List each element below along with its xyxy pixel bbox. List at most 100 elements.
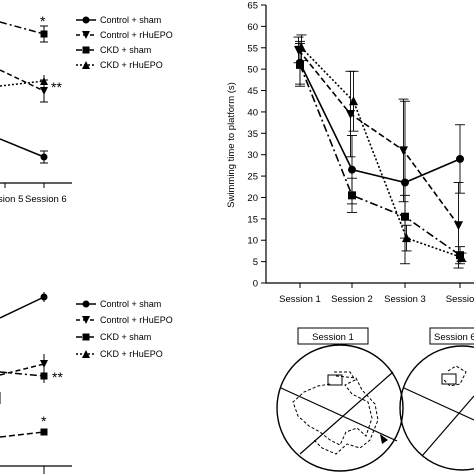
left-bottom-series-line-control-sham — [0, 296, 45, 319]
right-top-axes: 0 5 10 15 20 25 30 35 40 45 50 55 60 65 Session 1 Sessi… — [247, 1, 474, 305]
right-top-series — [293, 34, 467, 269]
legend-label: Control + sham — [100, 299, 161, 309]
x-tick-label: Session 2 — [331, 294, 373, 305]
left-bottom-series-line-ckd-sham — [0, 371, 45, 377]
data-point-ckd-rhuepo — [402, 233, 411, 243]
swim-paths: Session 1 Session 6 — [276, 327, 474, 472]
left-bottom-legend: Control + sham Control + rHuEPO CKD + sh… — [76, 299, 173, 359]
y-tick-label: 25 — [247, 172, 258, 183]
swim-trajectory — [292, 371, 373, 446]
left-top-annotation-double: ** — [51, 79, 62, 95]
data-point-control-sham — [401, 178, 409, 187]
data-point-ckd-rhuepo — [349, 96, 358, 106]
legend-marker-triangle-up — [82, 61, 90, 69]
legend-marker-triangle-down — [82, 31, 90, 39]
legend-marker-circle — [82, 300, 90, 308]
y-axis-label: Swimming time to platform (s) — [226, 82, 237, 208]
y-tick-label: 10 — [247, 236, 258, 247]
legend-label: Control + rHuEPO — [100, 30, 173, 40]
left-top-series-line-control-rhuepo — [0, 69, 45, 92]
y-tick-label: 5 — [253, 257, 258, 268]
legend-marker-square — [82, 333, 90, 341]
left-top-series-line-control-sham — [0, 138, 45, 158]
swim-trajectory — [313, 375, 379, 455]
swim-path-label: Session 6 — [434, 332, 474, 343]
swim-path-label-box — [297, 327, 369, 345]
series-line-ckd-sham — [299, 64, 461, 256]
left-bottom-point-ckd-rhuepo — [40, 428, 48, 436]
x-tick-label: Session 1 — [279, 294, 321, 305]
y-tick-label: 60 — [247, 22, 258, 33]
left-bottom-point-control-sham — [40, 293, 48, 301]
legend-label: CKD + sham — [100, 45, 151, 55]
left-top-panel: sion 5 Session 6 * ** Control + sham — [0, 13, 173, 205]
pool-quadrant-line — [280, 387, 398, 442]
left-top-point-ckd-rhuepo — [40, 77, 48, 85]
left-bottom-point-ckd-sham — [40, 372, 48, 380]
left-bottom-annotation-single: * — [41, 413, 47, 429]
legend-marker-triangle-down — [82, 316, 90, 324]
data-point-ckd-rhuepo — [457, 252, 466, 262]
left-top-series-line-ckd-rhuepo — [0, 80, 45, 87]
swim-path-label-box — [429, 327, 474, 345]
left-top-point-ckd-sham — [40, 30, 48, 38]
y-tick-label: 55 — [247, 43, 258, 54]
left-top-legend: Control + sham Control + rHuEPO CKD + sh… — [76, 15, 173, 70]
y-tick-label: 30 — [247, 150, 258, 161]
legend-label: Control + rHuEPO — [100, 315, 173, 325]
pool-boundary — [399, 345, 474, 471]
swim-pool — [399, 345, 474, 471]
pool-quadrant-line — [299, 371, 394, 455]
legend-label: CKD + sham — [100, 332, 151, 342]
legend-label: CKD + rHuEPO — [100, 349, 163, 359]
platform-marker — [441, 373, 457, 385]
legend-marker-triangle-up — [82, 350, 90, 358]
left-bottom-series-line-ckd-rhuepo — [0, 431, 45, 438]
left-bottom-annotation-double: ** — [52, 369, 63, 385]
left-bottom-panel: ** * Control + sham Control + rHuEPO CKD… — [0, 292, 173, 474]
series-line-control-rhuepo — [297, 49, 460, 226]
right-top-chart: Swimming time to platform (s) 0 5 10 15 20 25… — [226, 1, 474, 305]
y-tick-label: 40 — [247, 107, 258, 118]
legend-label: Control + sham — [100, 15, 161, 25]
pool-boundary — [276, 344, 404, 472]
series-line-ckd-rhuepo — [300, 47, 462, 259]
series-line-control-sham — [299, 62, 461, 184]
left-top-tick-label: sion 5 — [0, 194, 23, 205]
data-point-ckd-sham — [456, 251, 464, 260]
platform-marker — [327, 374, 343, 386]
swim-end-arrow-icon — [380, 434, 388, 444]
y-tick-label: 35 — [247, 129, 258, 140]
swim-pool — [276, 344, 404, 472]
left-top-series-line-ckd-sham — [0, 21, 45, 35]
data-point-control-rhuepo — [346, 110, 355, 120]
legend-label: CKD + rHuEPO — [100, 60, 163, 70]
left-top-point-control-rhuepo — [40, 87, 48, 95]
data-point-ckd-sham — [296, 60, 304, 69]
left-bottom-point-control-rhuepo — [40, 360, 48, 368]
swim-trajectory — [443, 365, 467, 387]
left-top-tick-label: Session 6 — [25, 194, 67, 205]
data-point-control-rhuepo — [454, 221, 463, 231]
swim-path-label: Session 1 — [312, 332, 354, 343]
y-tick-label: 15 — [247, 214, 258, 225]
y-tick-label: 0 — [253, 279, 258, 290]
data-point-ckd-sham — [348, 191, 356, 200]
y-tick-label: 20 — [247, 193, 258, 204]
y-tick-label: 65 — [247, 1, 258, 12]
pool-quadrant-line — [421, 395, 474, 457]
data-point-control-sham — [348, 165, 356, 174]
data-point-control-sham — [456, 154, 464, 163]
data-point-ckd-rhuepo — [297, 42, 306, 52]
legend-marker-square — [82, 46, 90, 54]
x-tick-label: Sessio — [446, 294, 474, 305]
data-point-control-rhuepo — [399, 146, 408, 156]
legend-marker-circle — [82, 16, 90, 24]
pool-quadrant-line — [403, 387, 474, 421]
x-tick-label: Session 3 — [384, 294, 426, 305]
left-top-point-control-sham — [40, 153, 48, 161]
y-tick-label: 50 — [247, 65, 258, 76]
left-top-annotation-single: * — [40, 13, 46, 29]
data-point-ckd-sham — [401, 212, 409, 221]
